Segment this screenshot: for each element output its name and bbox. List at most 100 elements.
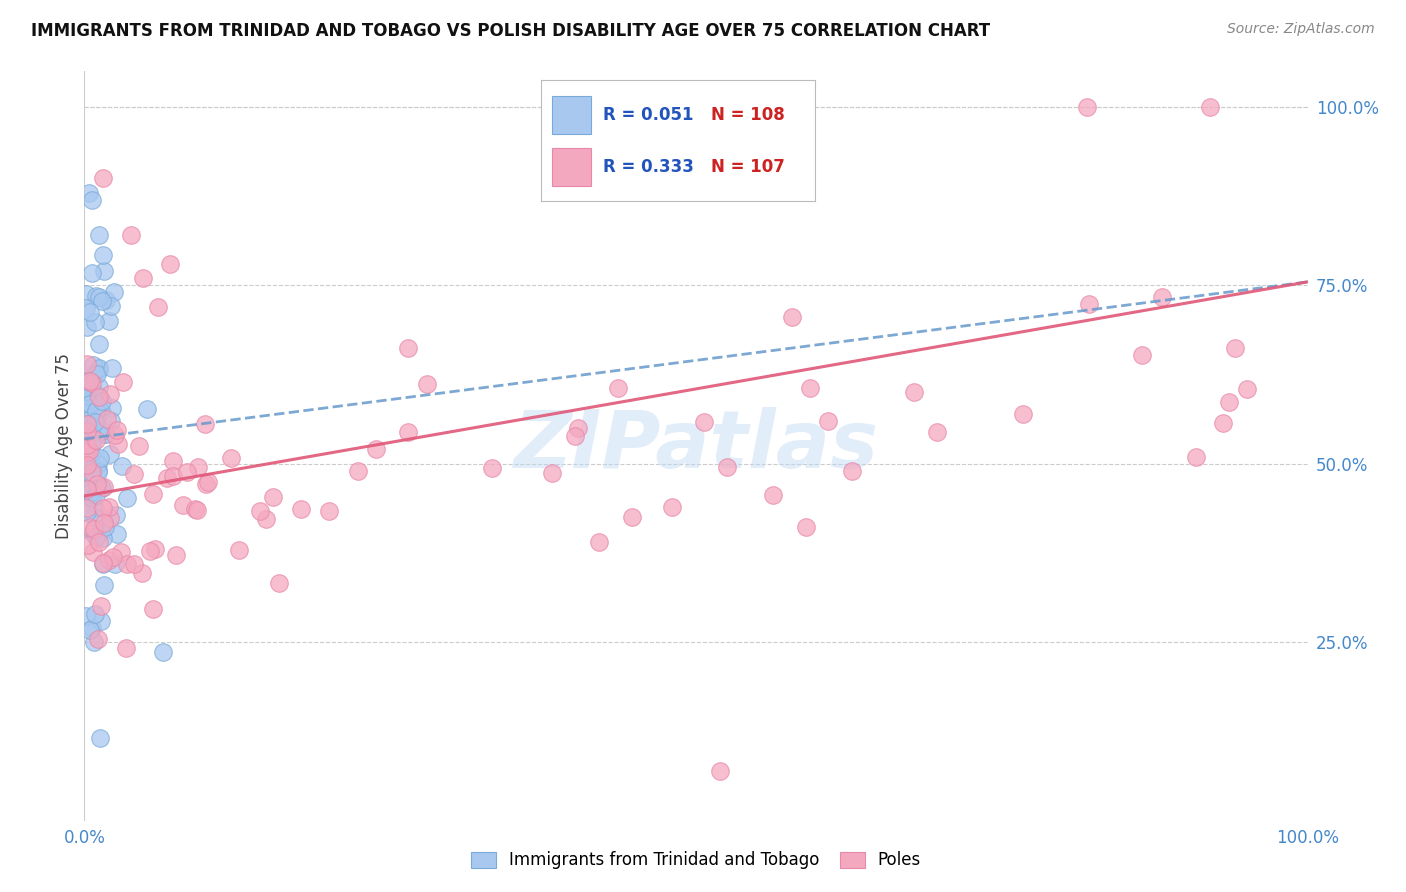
Point: [76, 445, 98, 459]
Point: [75, 461, 97, 475]
Point: [91, 171, 114, 186]
Point: [107, 437, 129, 451]
Point: [101, 361, 124, 376]
Point: [799, 381, 821, 395]
Point: [90, 599, 112, 614]
Point: [416, 376, 439, 391]
Point: [184, 502, 207, 516]
Point: [93, 264, 115, 278]
Point: [564, 429, 586, 443]
Point: [903, 385, 925, 400]
Point: [77, 486, 100, 500]
Point: [567, 420, 589, 434]
Point: [197, 475, 219, 490]
Point: [84, 488, 107, 502]
Point: [780, 310, 803, 325]
Point: [84, 530, 107, 544]
Point: [89, 390, 111, 404]
Point: [79, 374, 101, 388]
Point: [76, 438, 98, 452]
Point: [219, 451, 242, 466]
Point: [75, 450, 97, 464]
Point: [79, 520, 101, 534]
Point: [79, 436, 101, 450]
Point: [103, 285, 125, 299]
Point: [83, 522, 105, 536]
Point: [76, 357, 98, 371]
Point: [79, 446, 101, 460]
Point: [83, 635, 105, 649]
Point: [89, 451, 111, 466]
Point: [93, 480, 115, 494]
Point: [91, 481, 114, 495]
Point: [76, 424, 98, 438]
Point: [82, 544, 104, 558]
Point: [111, 459, 134, 474]
Text: R = 0.051: R = 0.051: [603, 106, 693, 124]
Point: [77, 417, 100, 431]
Point: [79, 397, 101, 411]
Point: [86, 367, 108, 381]
Point: [128, 439, 150, 453]
Point: [111, 376, 134, 390]
Point: [817, 414, 839, 428]
Point: [115, 557, 138, 571]
Point: [96, 293, 118, 307]
Point: [86, 458, 108, 472]
Point: [84, 315, 107, 329]
Point: [79, 487, 101, 501]
Point: [104, 428, 127, 442]
Point: [87, 389, 110, 403]
Point: [141, 602, 163, 616]
Legend: Immigrants from Trinidad and Tobago, Poles: Immigrants from Trinidad and Tobago, Pol…: [464, 845, 928, 876]
Point: [83, 403, 105, 417]
Point: [98, 500, 121, 514]
Point: [1185, 450, 1208, 464]
Point: [98, 447, 121, 461]
Point: [290, 501, 312, 516]
Point: [86, 632, 108, 646]
Point: [172, 499, 194, 513]
Point: [76, 320, 98, 334]
Point: [620, 510, 643, 524]
Point: [80, 193, 103, 207]
Point: [131, 566, 153, 581]
Point: [162, 469, 184, 483]
Point: [120, 228, 142, 243]
Point: [75, 384, 97, 399]
Point: [76, 505, 98, 519]
Point: [76, 475, 98, 490]
Point: [841, 464, 863, 478]
Point: [79, 467, 101, 481]
Point: [87, 290, 110, 304]
Point: [90, 525, 112, 540]
Point: [86, 465, 108, 479]
Point: [159, 257, 181, 271]
Point: [105, 423, 128, 437]
Point: [93, 556, 115, 570]
Point: [152, 645, 174, 659]
Point: [90, 404, 112, 418]
Point: [90, 614, 112, 628]
Point: [80, 425, 103, 440]
Point: [1152, 290, 1174, 304]
Point: [77, 444, 100, 458]
Point: [481, 461, 503, 475]
Point: [540, 466, 562, 480]
Point: [87, 462, 110, 476]
Point: [76, 423, 98, 437]
Point: [97, 314, 120, 328]
Point: [195, 477, 218, 491]
Point: [90, 480, 112, 494]
Bar: [553, 96, 591, 135]
Point: [98, 387, 121, 401]
Point: [138, 543, 160, 558]
Point: [143, 542, 166, 557]
Point: [84, 433, 107, 447]
Point: [1236, 382, 1258, 396]
Point: [89, 337, 111, 351]
Point: [101, 401, 124, 415]
Point: [162, 454, 184, 468]
Point: [1198, 100, 1220, 114]
Point: [1076, 100, 1098, 114]
